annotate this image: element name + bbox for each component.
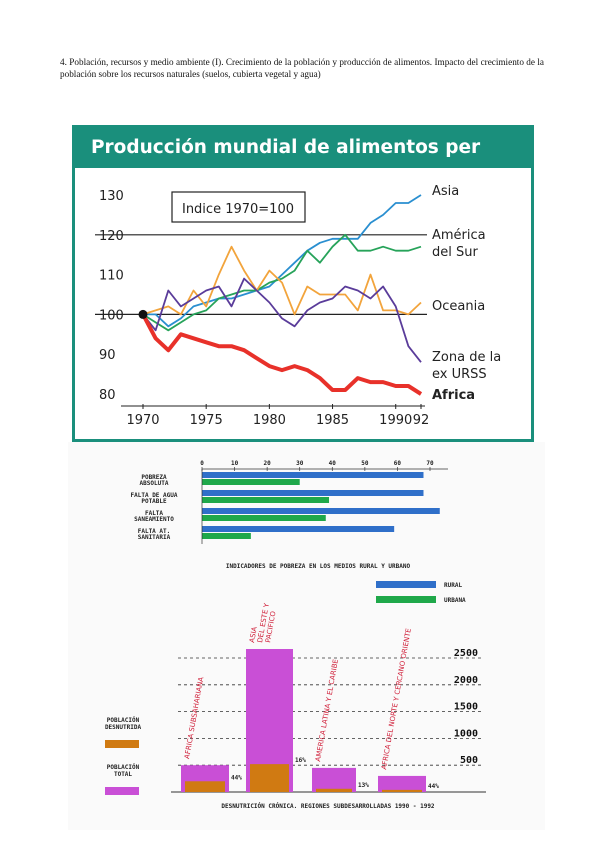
- y-tick-label: 1000: [454, 728, 478, 739]
- category-label: SANEAMIENTO: [134, 516, 174, 523]
- bar: [202, 533, 251, 539]
- legend-label: TOTAL: [114, 771, 132, 778]
- x-tick-label: 40: [329, 460, 337, 467]
- category-label: SANITARIA: [138, 534, 171, 541]
- legend-label: RURAL: [444, 582, 462, 589]
- series-label: Asia: [432, 184, 459, 199]
- chart-title: INDICADORES DE POBREZA EN LOS MEDIOS RUR…: [226, 563, 411, 570]
- data-label: 16%: [295, 757, 306, 764]
- y-tick-label: 2500: [454, 648, 478, 659]
- series-label: ex URSS: [432, 367, 487, 382]
- caption-paragraph: 4. Población, recursos y medio ambiente …: [60, 57, 544, 80]
- bar-undernourished: [185, 781, 225, 792]
- series-line: [141, 313, 423, 396]
- y-tick-label: 500: [460, 755, 478, 766]
- x-tick-label: 60: [394, 460, 402, 467]
- y-tick-label: 80: [99, 388, 116, 403]
- series-label: Zona de la: [432, 350, 501, 365]
- bar-undernourished: [316, 788, 352, 792]
- bar: [202, 526, 395, 532]
- category-label: POTABLE: [141, 498, 167, 505]
- bar: [202, 472, 424, 478]
- x-tick-label: 92: [413, 413, 430, 428]
- x-tick-label: 1985: [316, 413, 349, 428]
- legend-label: POBLACIÓN: [107, 717, 140, 724]
- x-tick-label: 30: [296, 460, 304, 467]
- series-line: [142, 233, 422, 332]
- y-tick-label: 1500: [454, 702, 478, 713]
- category-label: FALTA DE AGUA: [131, 492, 178, 499]
- series-label: Oceania: [432, 299, 485, 314]
- food-production-plot: 80 90 100 110 120 130 1970 1975 1980 1985 1990 92 In…: [95, 184, 501, 428]
- data-label: 13%: [358, 782, 369, 789]
- bar: [202, 479, 300, 485]
- category-label: FALTA: [145, 510, 163, 517]
- x-tick-label: 1975: [190, 413, 223, 428]
- index-annotation: Indice 1970=100: [182, 202, 294, 217]
- chart-title: Producción mundial de alimentos per cápi…: [75, 128, 531, 198]
- category-label: ABSOLUTA: [140, 480, 169, 487]
- legend-label: URBANA: [444, 597, 466, 604]
- x-tick-label: 70: [426, 460, 434, 467]
- legend-label: DESNUTRIDA: [105, 724, 142, 731]
- category-label: ASIA: [248, 626, 259, 643]
- y-tick-label: 120: [99, 229, 124, 244]
- series-line: [142, 277, 422, 363]
- category-label: AMERICA LATINA Y EL CARIBE: [314, 659, 340, 763]
- y-tick-label: 130: [99, 189, 124, 204]
- legend-swatch: [105, 740, 139, 748]
- bar: [202, 508, 440, 514]
- series-label: del Sur: [432, 245, 478, 260]
- series-line: [143, 194, 422, 328]
- category-label: POBREZA: [141, 474, 167, 481]
- bar-undernourished: [250, 764, 289, 792]
- y-tick-label: 110: [99, 269, 124, 284]
- series-line: [142, 245, 422, 316]
- legend-swatch: [376, 596, 436, 603]
- series-label: Africa: [432, 388, 475, 403]
- category-label: AFRICA SUBSAHARIANA: [183, 676, 205, 759]
- x-tick-label: 1990: [379, 413, 412, 428]
- y-tick-label: 100: [99, 308, 124, 323]
- legend-swatch: [376, 581, 436, 588]
- origin-marker: [138, 309, 148, 319]
- x-tick-label: 1980: [253, 413, 286, 428]
- x-tick-label: 1970: [126, 413, 159, 428]
- y-tick-label: 90: [99, 348, 116, 363]
- bar: [202, 490, 424, 496]
- series-label: América: [432, 228, 486, 243]
- food-production-chart: Producción mundial de alimentos per cápi…: [72, 125, 534, 442]
- x-tick-label: 20: [264, 460, 272, 467]
- bar-undernourished: [382, 789, 422, 792]
- index-annotation-box: [171, 191, 306, 223]
- y-tick-label: 2000: [454, 675, 478, 686]
- category-label: AFRICA DEL NORTE Y CERCANO ORIENTE: [380, 628, 413, 771]
- x-tick-label: 0: [200, 460, 204, 467]
- x-tick-label: 50: [361, 460, 369, 467]
- bar: [202, 515, 326, 521]
- bar-total: [312, 767, 356, 792]
- data-label: 44%: [231, 774, 242, 781]
- chart-title: DESNUTRICIÓN CRÓNICA. REGIONES SUBDESARR…: [221, 803, 435, 810]
- bar-total: [378, 775, 426, 792]
- scanned-figure: 0 10 20 30 40 50 60 70 POBREZA ABSOLUTA FALTA DE A…: [68, 442, 545, 830]
- data-label: 44%: [428, 783, 439, 790]
- legend-label: POBLACIÓN: [107, 764, 140, 771]
- category-label: FALTA AT.: [138, 528, 171, 535]
- bar: [202, 497, 330, 503]
- x-tick-label: 10: [231, 460, 239, 467]
- legend-swatch: [105, 787, 139, 795]
